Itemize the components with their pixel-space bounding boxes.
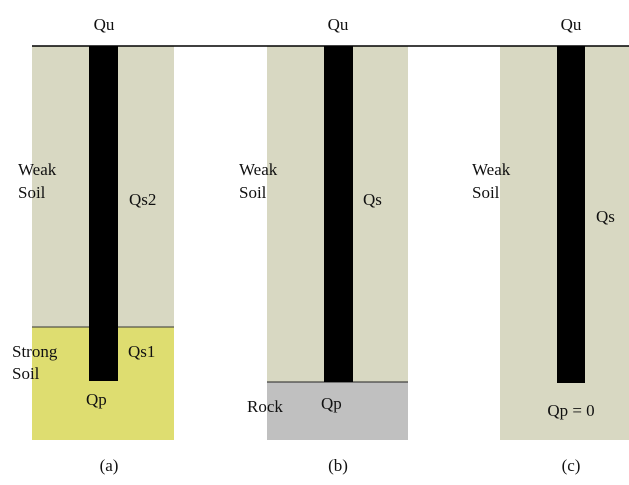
- panel-c-load-label: Qu: [561, 15, 582, 34]
- panel-b-weak-soil-label: Weak Soil: [239, 160, 282, 202]
- panel-c-weak-soil-label-line1: Weak: [472, 160, 511, 179]
- panel-b: Qu Weak Soil Qs Rock Qp (b): [239, 15, 408, 475]
- panel-a-load-label: Qu: [94, 15, 115, 34]
- panel-a-side-friction-upper: Qs2: [129, 190, 156, 209]
- panel-c-tip-label: Qp = 0: [547, 401, 594, 420]
- panel-c-pile: [557, 46, 585, 383]
- panel-a: Qu Weak Soil Qs2 Strong Soil Qs1 Qp (a): [12, 15, 174, 475]
- panel-b-pile: [324, 46, 353, 382]
- panel-b-side-friction: Qs: [363, 190, 382, 209]
- panel-a-strong-soil-label-line1: Strong: [12, 342, 58, 361]
- panel-b-caption: (b): [328, 456, 348, 475]
- panel-b-rock-label: Rock: [247, 397, 283, 416]
- panel-a-weak-soil-label-line1: Weak: [18, 160, 57, 179]
- panel-a-weak-soil-label-line2: Soil: [18, 183, 46, 202]
- panel-c-weak-soil-label-line2: Soil: [472, 183, 500, 202]
- panel-a-side-friction-lower: Qs1: [128, 342, 155, 361]
- panel-b-weak-soil-label-line2: Soil: [239, 183, 267, 202]
- panel-b-tip-label: Qp: [321, 394, 342, 413]
- panel-c-weak-soil-label: Weak Soil: [472, 160, 515, 202]
- panel-a-weak-soil-label: Weak Soil: [18, 160, 61, 202]
- panel-a-pile: [89, 46, 118, 381]
- panel-a-strong-soil-label-line2: Soil: [12, 364, 40, 383]
- panel-b-weak-soil-label-line1: Weak: [239, 160, 278, 179]
- panel-a-caption: (a): [100, 456, 119, 475]
- panel-c-caption: (c): [562, 456, 581, 475]
- panel-a-strong-soil-label: Strong Soil: [12, 342, 62, 383]
- panel-c-side-friction: Qs: [596, 207, 615, 226]
- panel-a-tip-label: Qp: [86, 390, 107, 409]
- panel-c: Qu Weak Soil Qs Qp = 0 (c): [472, 15, 629, 475]
- panel-b-rock: [267, 382, 408, 440]
- panel-b-load-label: Qu: [328, 15, 349, 34]
